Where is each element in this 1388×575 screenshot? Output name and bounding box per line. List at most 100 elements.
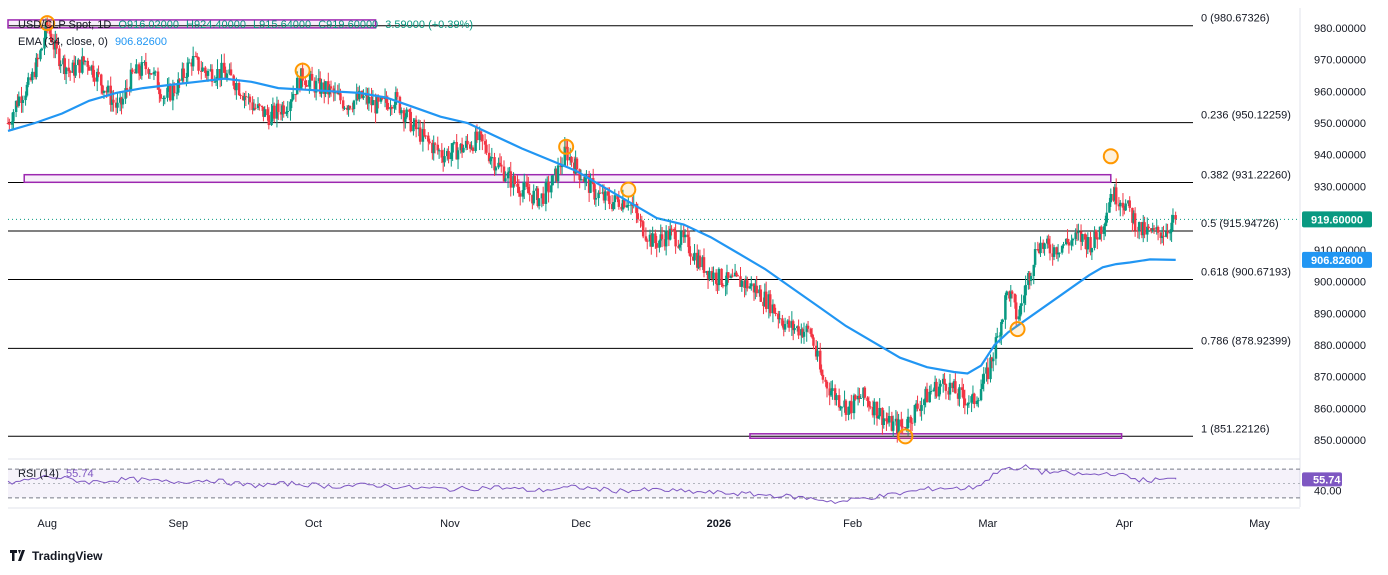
candle-body	[602, 192, 606, 201]
candle	[504, 171, 507, 183]
candle-body	[468, 144, 472, 149]
candle	[673, 227, 676, 239]
candle	[258, 103, 261, 111]
candle-body	[1001, 319, 1004, 323]
candle-body	[598, 192, 602, 194]
last-price-tag-label: 919.60000	[1311, 214, 1363, 226]
rsi-pane[interactable]	[7, 464, 1300, 504]
candle	[816, 341, 819, 362]
candle-body	[154, 71, 157, 73]
candle	[518, 190, 522, 206]
candle	[764, 281, 768, 313]
candle-body	[64, 67, 68, 75]
fib-level-label-0.5: 0.5 (915.94726)	[1201, 218, 1279, 230]
candle-body	[90, 65, 94, 71]
price-axis[interactable]: 980.00000 970.00000 960.00000 950.00000 940.…	[1302, 23, 1372, 498]
candle	[379, 96, 383, 104]
tradingview-logo[interactable]: TradingView	[10, 549, 102, 563]
candle-body	[474, 131, 477, 152]
candle-body	[451, 143, 454, 153]
candle-body	[1162, 235, 1165, 237]
candle-body	[812, 337, 815, 346]
candle-body	[583, 176, 587, 182]
candle-body	[314, 81, 318, 93]
swing-marker[interactable]	[620, 181, 637, 198]
candle	[843, 390, 846, 413]
candle-body	[29, 77, 33, 81]
candle	[301, 62, 304, 87]
candle	[181, 62, 184, 85]
candle-body	[1124, 203, 1127, 211]
swing-marker[interactable]	[294, 62, 311, 79]
candle-body	[1090, 247, 1094, 253]
candle	[1141, 214, 1145, 243]
ema-price-tag[interactable]	[1302, 251, 1372, 268]
candle	[431, 139, 434, 160]
candle	[1162, 225, 1165, 246]
ema-price-tag-label: 906.82600	[1311, 255, 1363, 267]
candle-body	[695, 252, 699, 268]
candle	[975, 396, 979, 407]
candle-body	[367, 96, 371, 104]
candle-body	[739, 276, 742, 287]
candle	[540, 193, 544, 208]
candle	[1062, 241, 1065, 249]
symbol-title[interactable]: USD/CLP Spot, 1D	[18, 19, 112, 31]
candle	[205, 70, 208, 82]
rsi-value-tag[interactable]	[1302, 472, 1342, 487]
candle	[1155, 219, 1158, 235]
candle-body	[436, 144, 440, 151]
candle-body	[1109, 194, 1113, 203]
swing-markers[interactable]	[39, 15, 1119, 445]
candle-body	[512, 176, 515, 188]
candle-body	[544, 182, 548, 204]
price-tick-label: 970.00000	[1314, 55, 1366, 67]
candle-body	[120, 97, 123, 105]
candle	[450, 143, 453, 167]
rsi-legend[interactable]: RSI (14) 55.74	[18, 467, 98, 481]
candle	[481, 134, 484, 151]
candle-body	[509, 171, 512, 188]
swing-marker[interactable]	[897, 428, 914, 445]
candle-body	[49, 33, 53, 42]
candle-body	[904, 426, 907, 429]
candle	[960, 378, 964, 398]
candle	[14, 100, 18, 118]
swing-marker[interactable]	[39, 15, 56, 32]
candle-body	[1170, 222, 1173, 233]
candle	[1117, 197, 1121, 211]
candle-body	[289, 101, 292, 112]
zone-top-resistance[interactable]	[7, 19, 377, 29]
candle	[990, 356, 994, 369]
candle	[16, 94, 19, 108]
swing-marker[interactable]	[1009, 321, 1026, 338]
candle	[272, 102, 276, 123]
zone-bottom-support[interactable]	[749, 433, 1123, 439]
zone-mid-resistance[interactable]	[23, 173, 1112, 184]
candle	[733, 263, 737, 277]
candle-body	[852, 395, 856, 414]
candle	[740, 279, 744, 292]
candle	[604, 189, 607, 211]
fib-retracement-levels[interactable]: 0 (980.67326) 0.236 (950.12259) 0.382 (931…	[8, 13, 1291, 437]
candle-body	[62, 58, 65, 65]
candle	[658, 239, 661, 253]
last-price-tag[interactable]	[1302, 211, 1372, 228]
swing-marker[interactable]	[1102, 148, 1119, 165]
swing-marker[interactable]	[558, 138, 575, 155]
candle-body	[248, 96, 252, 103]
zone-rectangles[interactable]	[7, 19, 1123, 439]
ema-legend[interactable]: EMA (34, close, 0) 906.82600	[18, 35, 171, 49]
candle-body	[698, 255, 702, 268]
candle	[118, 91, 122, 112]
candle-body	[395, 92, 399, 97]
candle	[966, 402, 969, 415]
candle-body	[263, 109, 267, 117]
time-axis[interactable]: Aug Sep Oct Nov Dec 2026 Feb Mar Apr May	[37, 518, 1270, 530]
candle	[314, 75, 318, 101]
candle	[739, 266, 742, 287]
candle-body	[556, 165, 560, 182]
candle	[717, 267, 721, 291]
candle	[82, 55, 85, 65]
